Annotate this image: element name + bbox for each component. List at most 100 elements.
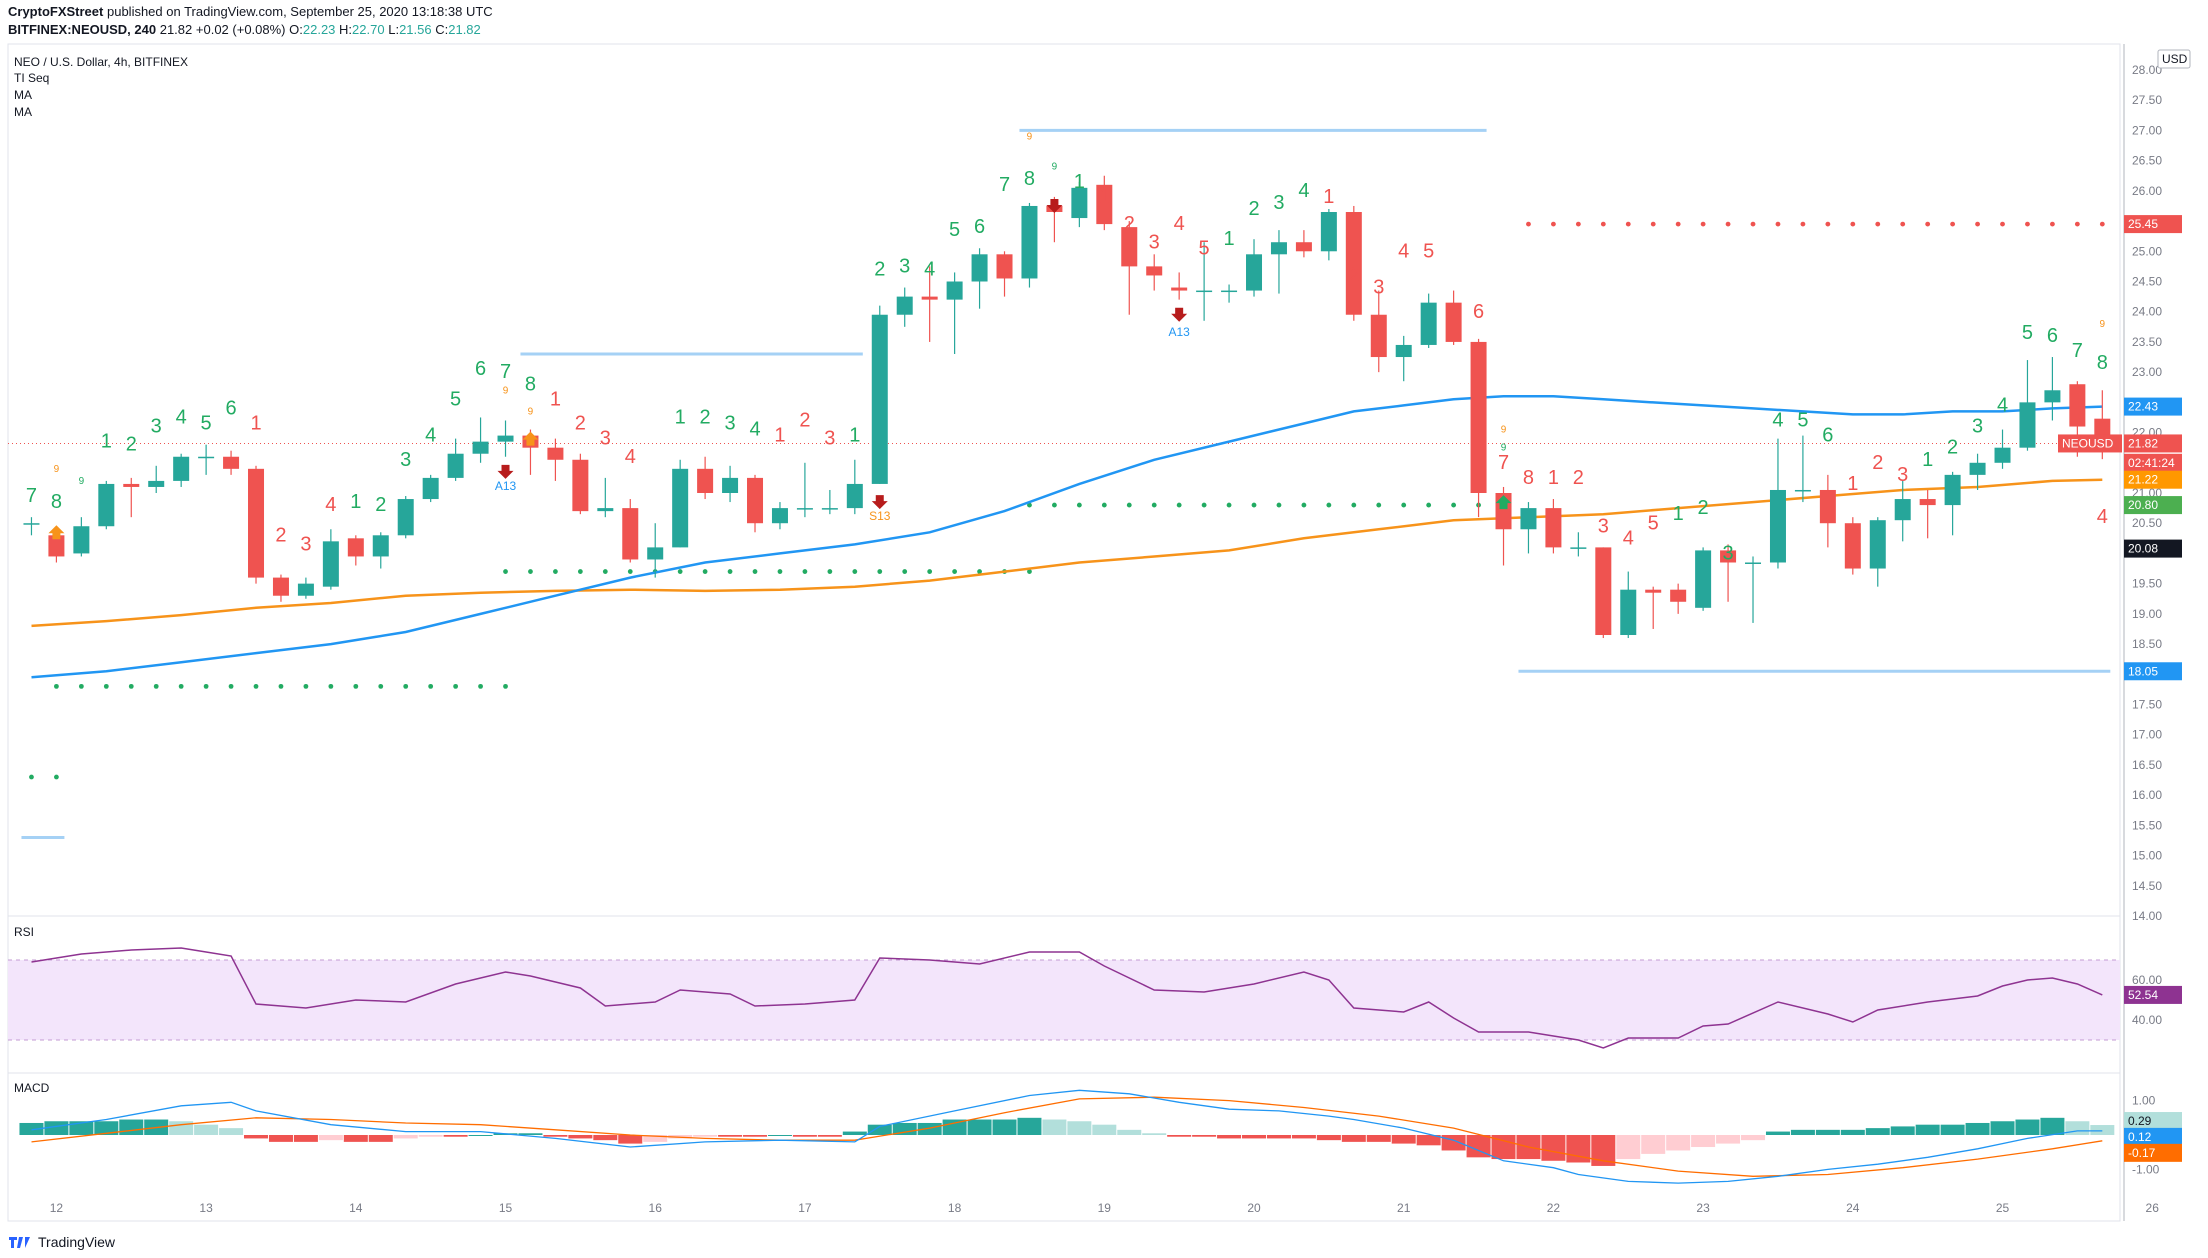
support-dot	[453, 683, 459, 689]
macd-histogram-bar	[1042, 1119, 1067, 1135]
candle-body	[896, 296, 913, 315]
td-count-label: 2	[1248, 198, 1259, 220]
macd-histogram-bar	[1840, 1129, 1865, 1135]
td-small-mark: 9	[503, 385, 509, 396]
price-axis-badge-text: 02:41:24	[2128, 456, 2175, 470]
macd-histogram-bar	[693, 1135, 718, 1137]
support-dot	[2000, 221, 2005, 227]
ma-fast-line	[31, 395, 2103, 679]
candle-body	[1919, 499, 1936, 506]
macd-histogram-bar	[1192, 1135, 1217, 1137]
price-axis-badge	[2124, 453, 2182, 472]
x-tick-label: 14	[349, 1201, 363, 1215]
candle-body	[1096, 184, 1113, 225]
td-count-label: 5	[201, 413, 212, 435]
macd-histogram-bar	[2015, 1119, 2040, 1135]
support-dot	[2050, 221, 2055, 227]
indicator-label: TI Seq	[14, 71, 49, 85]
candle-body	[747, 477, 764, 524]
td-count-label: 2	[1348, 265, 1359, 287]
support-dot	[1426, 502, 1432, 508]
candle-body	[547, 447, 564, 460]
macd-pane	[7, 1072, 2121, 1222]
price-axis-badge	[2124, 434, 2182, 453]
macd-histogram-bar	[468, 1135, 493, 1136]
rsi-tick-label: 40.00	[2132, 1013, 2162, 1027]
td-small-mark: 9	[79, 476, 85, 487]
td-count-label: 1	[1847, 473, 1858, 495]
macd-histogram-bar	[1341, 1135, 1366, 1142]
candle-body	[1769, 489, 1786, 563]
td-count-label: 2	[575, 413, 586, 435]
candle-body	[1894, 499, 1911, 521]
td-count-label: 1	[1673, 503, 1684, 525]
td-small-mark: 9	[1501, 443, 1507, 454]
macd-line	[31, 1089, 2103, 1184]
support-dot	[303, 683, 309, 689]
candle-body	[198, 456, 215, 459]
td-count-label: 7	[500, 361, 511, 383]
td-count-label: 4	[924, 258, 935, 280]
support-dot	[1825, 221, 1831, 227]
candle-body	[1221, 290, 1238, 293]
td-count-label: 1	[550, 388, 561, 410]
price-chart[interactable]: 28.0027.5027.0026.5026.0025.5025.0024.50…	[0, 40, 2208, 1224]
macd-histogram-bar	[1416, 1135, 1441, 1146]
support-dot	[1376, 502, 1382, 508]
rsi-last-value: 52.54	[2128, 988, 2158, 1002]
candle-body	[1670, 589, 1687, 602]
macd-histogram-bar	[743, 1135, 768, 1137]
support-dot	[777, 569, 783, 574]
macd-last-value: -0.17	[2128, 1146, 2156, 1160]
td-count-label: 5	[450, 388, 461, 410]
symbol-line: BITFINEX:NEOUSD, 240 21.82 +0.02 (+0.08%…	[8, 22, 481, 37]
td-small-mark: 9	[1052, 162, 1058, 173]
td-count-label: 6	[226, 397, 237, 419]
support-dot	[54, 683, 59, 689]
support-dot	[877, 569, 883, 574]
candle-body	[422, 477, 439, 500]
td-count-label: 4	[1298, 180, 1309, 202]
support-dot	[827, 569, 833, 574]
support-dot	[1151, 502, 1157, 508]
chart-header: CryptoFXStreet published on TradingView.…	[0, 0, 2208, 40]
tradingview-brand[interactable]: TradingView	[38, 1234, 116, 1250]
td-count-label: 8	[2097, 352, 2108, 374]
macd-histogram-bar	[1316, 1135, 1341, 1141]
support-dot	[1176, 502, 1182, 508]
arrow-down-icon	[1171, 307, 1188, 322]
td-count-label: 1	[1922, 449, 1933, 471]
candle-body	[173, 456, 190, 481]
candle-body	[1720, 550, 1737, 563]
candle-body	[1844, 523, 1861, 569]
macd-histogram-bar	[867, 1124, 892, 1135]
candle-body	[1370, 314, 1387, 358]
support-dot	[1101, 502, 1107, 508]
macd-histogram-bar	[2090, 1125, 2115, 1135]
candle-body	[148, 480, 165, 487]
arrow-up-icon	[1495, 495, 1512, 510]
macd-histogram-bar	[618, 1135, 643, 1144]
support-dot	[528, 569, 533, 574]
td-count-label: 2	[1124, 213, 1135, 235]
candle-body	[722, 477, 739, 493]
price-axis-badge	[2124, 215, 2182, 234]
publisher-name[interactable]: CryptoFXStreet	[8, 4, 104, 19]
td-count-label: 7	[1498, 452, 1509, 474]
macd-histogram-bar	[194, 1124, 219, 1135]
arrow-down-icon	[1046, 198, 1063, 213]
macd-histogram-bar	[2040, 1117, 2065, 1135]
support-dot	[2074, 221, 2080, 227]
support-dot	[503, 683, 508, 689]
candle-body	[1021, 205, 1038, 279]
y-tick-label: 27.00	[2132, 123, 2162, 137]
support-dot	[977, 569, 982, 574]
td-count-label: 3	[400, 449, 411, 471]
macd-histogram-bar	[1765, 1131, 1790, 1135]
macd-last-badge	[2124, 1143, 2182, 1162]
last-price: 21.82	[159, 22, 193, 37]
support-dot	[1600, 221, 1606, 227]
macd-histogram-bar	[792, 1135, 817, 1137]
price-axis-badge	[2124, 470, 2182, 489]
y-tick-label: 27.50	[2132, 93, 2162, 107]
